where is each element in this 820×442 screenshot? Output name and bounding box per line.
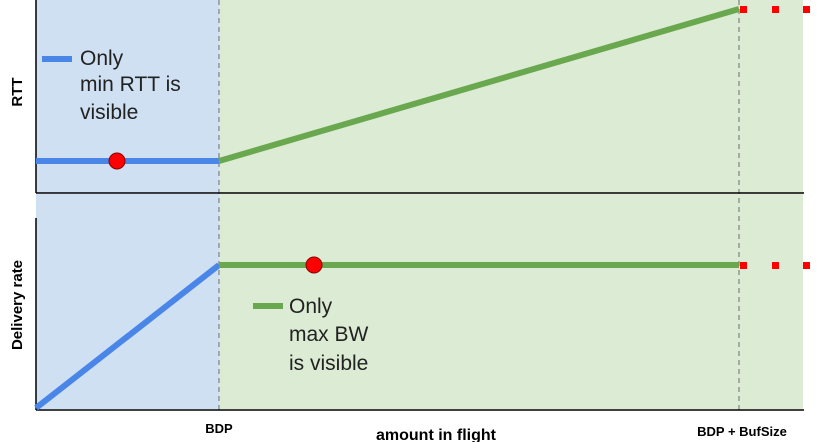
rtt-dotted-extension: [740, 6, 810, 13]
tick-label-bdp-bufsize: BDP + BufSize: [697, 424, 787, 439]
top-legend-line-3: visible: [80, 101, 138, 124]
top-y-axis-label: RTT: [9, 77, 26, 106]
delivery-rising-line: [34, 262, 221, 411]
top-legend-line-1: Only: [80, 47, 124, 70]
top-green-region: [219, 0, 803, 193]
bottom-legend-line-2: max BW: [289, 323, 369, 346]
delivery-operating-point: [305, 256, 323, 274]
bottom-legend-line-1: Only: [289, 295, 333, 318]
top-legend-line-2: min RTT is: [80, 73, 181, 96]
top-blue-region: [36, 0, 219, 193]
bottom-blue-region: [36, 194, 219, 409]
rtt-operating-point: [108, 152, 126, 170]
bottom-y-axis-label: Delivery rate: [9, 260, 26, 350]
delivery-dotted-extension: [740, 262, 810, 269]
x-axis-label: amount in flight: [376, 427, 497, 442]
rtt-rising-line: [218, 6, 740, 164]
bottom-legend-line-3: is visible: [289, 352, 368, 375]
bottom-green-region: [219, 194, 803, 409]
tick-label-bdp: BDP: [205, 421, 233, 436]
